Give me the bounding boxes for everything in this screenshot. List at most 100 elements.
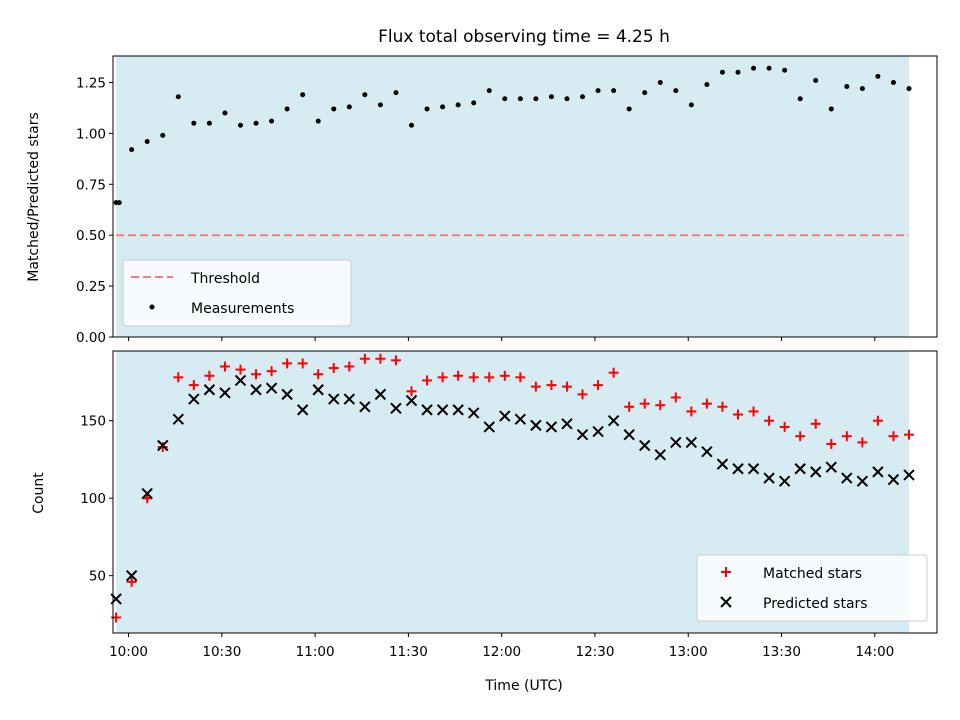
matched-star-point	[904, 429, 915, 440]
measurement-point	[206, 120, 212, 126]
predicted-star-point	[359, 401, 371, 413]
measurement-point	[269, 118, 275, 124]
measurement-point	[300, 92, 306, 98]
predicted-star-point	[514, 413, 527, 425]
matched-star-point	[468, 372, 479, 383]
predicted-star-point	[903, 469, 915, 481]
matched-star-point	[841, 431, 852, 442]
top-legend-box	[122, 259, 352, 327]
predicted-star-point	[607, 415, 620, 427]
matched-star-point	[204, 370, 215, 381]
matched-star-point	[251, 369, 262, 380]
predicted-stars-legend-label: Predicted stars	[763, 596, 868, 612]
measurements-legend-label: Measurements	[191, 301, 294, 317]
matched-star-point	[872, 415, 883, 426]
measurement-point	[191, 120, 197, 126]
measurement-point	[859, 86, 865, 92]
matched-star-point	[530, 381, 541, 392]
measurement-point	[875, 73, 881, 79]
predicted-star-point	[856, 475, 869, 487]
matched-star-point	[313, 369, 324, 380]
y-tick-label: 0.25	[76, 279, 106, 295]
measurement-point	[673, 88, 679, 94]
measurement-point	[129, 147, 135, 153]
measurement-point	[455, 102, 461, 108]
x-tick-label: 11:00	[296, 644, 335, 660]
bottom-axes-frame	[112, 350, 938, 634]
measurement-point	[797, 96, 803, 102]
matched-star-point	[359, 353, 370, 364]
predicted-star-point	[405, 394, 418, 407]
predicted-star-point	[778, 475, 791, 487]
predicted-star-point	[887, 473, 900, 486]
matched-star-point	[188, 380, 199, 391]
predicted-star-point	[483, 421, 495, 433]
predicted-star-point	[561, 418, 573, 430]
matched-star-point	[608, 367, 619, 378]
matched-star-point	[826, 438, 837, 449]
bottom-panel: 50 100 150 10:00 10:30 11:00 11:30 12:00 12:30 13…	[31, 350, 938, 694]
matched-star-point	[453, 370, 464, 381]
matched-star-point	[173, 372, 184, 383]
measurement-point	[813, 77, 819, 83]
top-axis-ticks: 0.00 0.25 0.50 0.75 1.00 1.25	[76, 75, 876, 346]
x-tick-label: 13:30	[762, 644, 801, 660]
matched-star-point	[810, 418, 821, 429]
measurement-point	[735, 69, 741, 75]
predicted-star-point	[763, 472, 775, 484]
predicted-star-point	[685, 436, 698, 449]
matched-star-point	[126, 576, 137, 587]
matched-star-point	[375, 353, 386, 364]
top-legend: Threshold Measurements	[122, 259, 352, 327]
predicted-star-point	[296, 404, 309, 416]
predicted-star-point	[250, 384, 262, 396]
x-tick-label: 12:30	[576, 644, 615, 660]
predicted-star-point	[188, 393, 200, 405]
predicted-star-point	[343, 393, 356, 405]
measurements-legend-swatch	[149, 304, 155, 310]
matched-star-point	[484, 372, 495, 383]
measurement-point	[331, 106, 337, 112]
bottom-axis-ticks: 50 100 150 10:00 10:30 11:00 11:30 12:00 12:30 13…	[80, 414, 894, 660]
measurement-point	[502, 96, 508, 102]
matched-star-point	[266, 366, 277, 377]
matched-star-point	[577, 389, 588, 400]
predicted-star-point	[312, 384, 324, 396]
predicted-star-point	[219, 387, 231, 399]
matched-stars-series	[111, 353, 915, 623]
matched-star-point	[235, 364, 246, 375]
matched-star-point	[219, 361, 230, 372]
predicted-star-point	[467, 407, 480, 419]
y-tick-label: 0.50	[76, 228, 106, 244]
measurement-point	[719, 69, 725, 75]
bottom-y-axis-label: Count	[31, 472, 47, 514]
matched-star-point	[717, 401, 728, 412]
measurement-point	[533, 96, 539, 102]
matched-star-point	[857, 437, 868, 448]
predicted-star-point	[825, 461, 837, 473]
x-tick-label: 13:00	[669, 644, 708, 660]
predicted-star-point	[530, 419, 542, 432]
measurement-point	[393, 90, 399, 96]
top-axes-frame	[112, 55, 938, 338]
measurement-point	[377, 102, 383, 108]
predicted-star-point	[576, 428, 589, 441]
predicted-star-point	[794, 463, 806, 475]
predicted-star-point	[172, 413, 185, 425]
x-tick-label: 12:00	[482, 644, 521, 660]
predicted-star-point	[639, 439, 651, 452]
measurement-point	[160, 132, 166, 138]
matched-star-point	[297, 358, 308, 369]
predicted-star-point	[203, 384, 216, 396]
y-tick-label: 100	[80, 491, 106, 507]
measurement-point	[657, 79, 663, 85]
matched-star-point	[670, 392, 681, 403]
matched-star-point	[282, 358, 293, 369]
matched-star-point	[561, 381, 572, 392]
x-tick-label: 10:30	[202, 644, 241, 660]
y-tick-label: 50	[89, 569, 106, 585]
matched-star-point	[328, 363, 339, 374]
predicted-star-point	[623, 428, 635, 441]
predicted-star-point	[328, 393, 340, 405]
predicted-star-point	[670, 436, 682, 449]
